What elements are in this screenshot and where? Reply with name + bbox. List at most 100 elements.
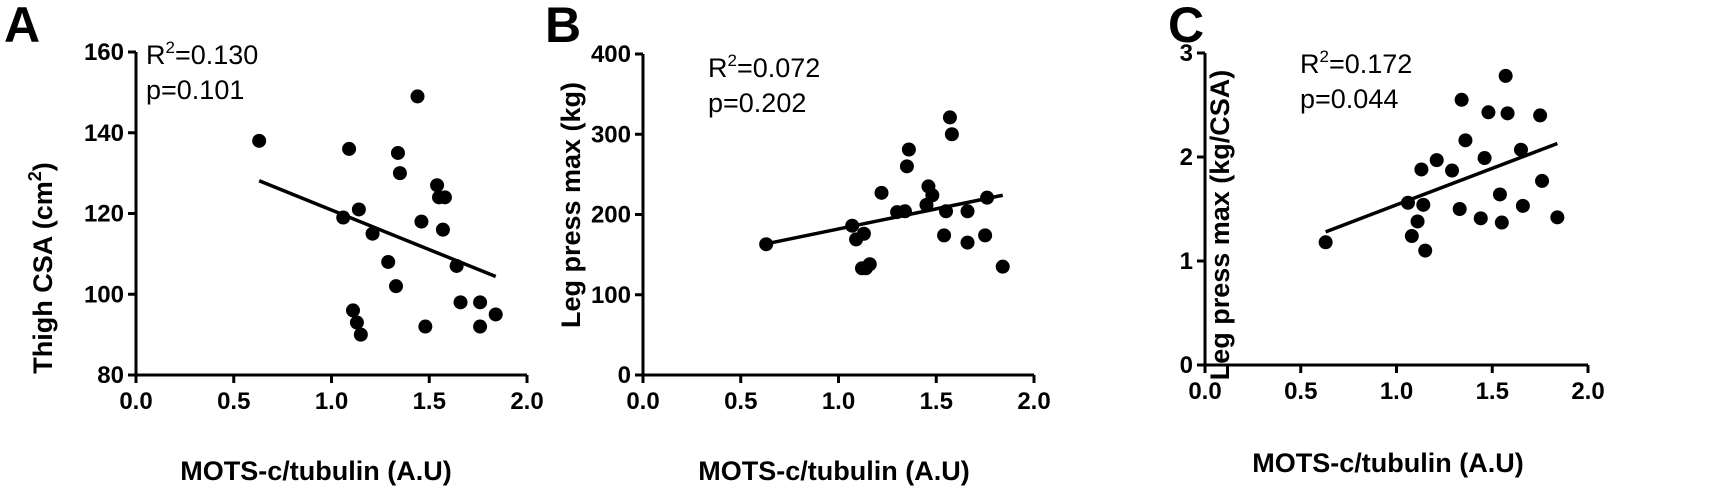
panel-a-r2-label: R2=0.130	[146, 38, 258, 70]
panel-b-data-point	[897, 204, 912, 219]
panel-a-y-tick-label: 120	[84, 201, 124, 228]
panel-b-data-point	[845, 218, 860, 233]
panel-b-y-tick-label: 300	[591, 121, 631, 148]
panel-a-data-point	[349, 315, 364, 330]
panel-c-data-point	[1473, 211, 1488, 226]
panel-b-data-point	[980, 190, 995, 205]
panel-c-data-point	[1481, 105, 1496, 120]
panel-b: B Leg press max (kg) MOTS-c/tubulin (A.U…	[545, 0, 1051, 486]
panel-b-r2-value: =0.072	[737, 53, 820, 83]
panel-b-y-tick-label: 200	[591, 202, 631, 229]
panel-c-regression-line	[1325, 141, 1558, 234]
panel-c-data-point	[1494, 215, 1509, 230]
panel-b-y-tick-label: 400	[591, 41, 631, 68]
panel-b-data-point	[899, 159, 914, 174]
panel-b-letter: B	[545, 0, 581, 53]
panel-c-data-point	[1400, 195, 1415, 210]
panel-c-data-point	[1404, 229, 1419, 244]
panel-b-x-tick-label: 2.0	[1017, 388, 1050, 415]
panel-a-data-point	[351, 202, 366, 217]
panel-a-data-point	[252, 133, 267, 148]
panel-c-data-point	[1513, 142, 1528, 157]
panel-c-data-point	[1414, 162, 1429, 177]
panel-b-data-point	[939, 204, 954, 219]
panel-c-data-point	[1515, 198, 1530, 213]
panel-c-y-tick-label: 1	[1180, 248, 1193, 275]
panel-a-r2-value: =0.130	[175, 40, 258, 70]
panel-c-x-axis-title: MOTS-c/tubulin (A.U)	[1252, 448, 1523, 478]
panel-a-data-point	[473, 295, 488, 310]
panel-b-x-tick-label: 0.5	[724, 388, 757, 415]
panel-c-data-point	[1500, 106, 1515, 121]
panel-a-data-point	[392, 166, 407, 181]
panel-a-data-point	[346, 303, 361, 318]
panel-a-data-point	[473, 319, 488, 334]
panel-c-data-point	[1550, 210, 1565, 225]
panel-c-y-tick-label: 3	[1180, 40, 1193, 67]
panel-a-data-point	[435, 222, 450, 237]
panel-b-p-value: p=0.202	[708, 88, 806, 118]
panel-a-y-tick-label: 140	[84, 120, 124, 147]
panel-b-x-tick-label: 0.0	[626, 388, 659, 415]
panel-b-y-tick-label: 0	[618, 362, 631, 389]
panel-b-data-point	[874, 185, 889, 200]
panel-b-regression-line	[765, 193, 1004, 246]
panel-b-data-point	[925, 188, 940, 203]
panel-c-p-value: p=0.044	[1300, 84, 1398, 114]
panel-a-data-point	[437, 190, 452, 205]
panel-c-data-point	[1445, 163, 1460, 178]
panel-c-data-point	[1418, 243, 1433, 258]
panel-a-x-tick-label: 1.0	[315, 388, 348, 415]
panel-a-data-point	[453, 295, 468, 310]
panel-c-data-point	[1477, 151, 1492, 166]
panel-c-data-point	[1410, 214, 1425, 229]
panel-b-x-tick-label: 1.0	[822, 388, 855, 415]
panel-c-data-point	[1535, 173, 1550, 188]
panel-c-data-point	[1429, 153, 1444, 168]
panel-a-data-point	[336, 210, 351, 225]
panel-a-data-point	[390, 145, 405, 160]
panel-c-data-point	[1458, 133, 1473, 148]
panel-a-data-point	[342, 141, 357, 156]
panel-c-y-tick-label: 2	[1180, 144, 1193, 171]
panel-c-r2-label: R2=0.172	[1300, 47, 1412, 79]
panel-c-letter: C	[1168, 0, 1204, 53]
panel-b-y-tick-label: 100	[591, 282, 631, 309]
panel-c-y-tick-label: 0	[1180, 352, 1193, 379]
panel-b-data-point	[937, 228, 952, 243]
panel-b-r2-label: R2=0.072	[708, 51, 820, 83]
panel-b-data-point	[995, 259, 1010, 274]
panel-c-data-point	[1416, 197, 1431, 212]
panel-b-data-point	[942, 110, 957, 125]
panel-c-data-point	[1492, 187, 1507, 202]
panel-c-data-point	[1318, 235, 1333, 250]
panel-a-letter: A	[4, 0, 40, 53]
panel-a-data-point	[410, 89, 425, 104]
panel-c-y-axis-title: Leg press max (kg/CSA)	[1205, 70, 1235, 381]
panel-a-x-tick-label: 0.0	[119, 388, 152, 415]
panel-a-data-point	[449, 258, 464, 273]
panel-b-data-point	[901, 142, 916, 157]
panel-a-data-point	[353, 327, 368, 342]
panel-a: A Thigh CSA (cm2) MOTS-c/tubulin (A.U) R…	[4, 0, 544, 486]
panel-a-x-tick-label: 1.5	[413, 388, 446, 415]
panel-b-data-point	[978, 228, 993, 243]
panel-c-data-point	[1452, 202, 1467, 216]
panel-b-data-point	[944, 127, 959, 142]
panel-a-data-point	[488, 307, 503, 322]
panel-b-data-point	[856, 226, 871, 241]
panel-c-x-tick-label: 0.5	[1284, 378, 1317, 405]
panel-a-p-value: p=0.101	[146, 75, 244, 105]
panel-c: C Leg press max (kg/CSA) MOTS-c/tubulin …	[1168, 0, 1605, 478]
panel-a-data-point	[365, 226, 380, 241]
panel-b-data-point	[960, 235, 975, 250]
panel-a-data-point	[389, 279, 404, 294]
panel-a-data-point	[381, 254, 396, 269]
panel-c-data-point	[1454, 92, 1469, 107]
panel-a-data-point	[430, 178, 445, 193]
panel-b-x-axis-title: MOTS-c/tubulin (A.U)	[698, 456, 969, 486]
panel-c-data-point	[1533, 108, 1548, 123]
panel-a-x-tick-label: 2.0	[510, 388, 543, 415]
panel-c-x-tick-label: 1.0	[1380, 378, 1413, 405]
